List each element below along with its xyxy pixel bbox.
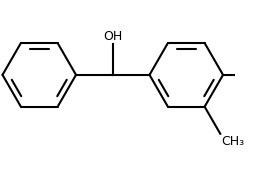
Text: CH₃: CH₃ — [221, 135, 245, 148]
Text: OH: OH — [103, 30, 122, 42]
